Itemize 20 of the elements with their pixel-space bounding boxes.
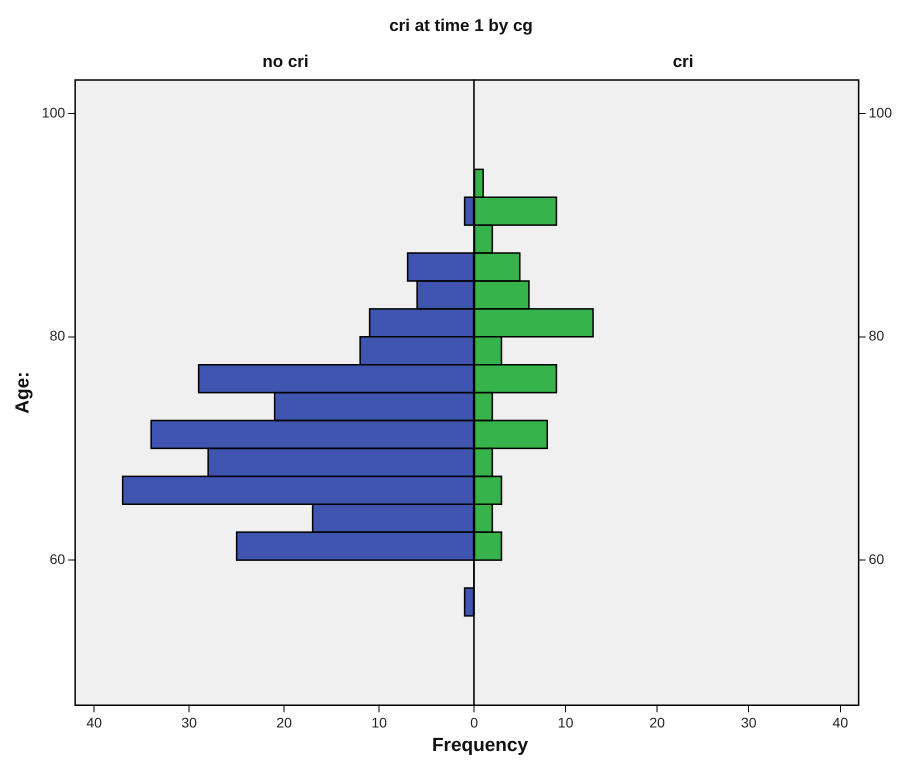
y-tick-label: 60 <box>50 550 66 567</box>
x-tick-label: 10 <box>558 714 574 730</box>
x-tick-label: 40 <box>86 714 102 730</box>
x-tick-label: 20 <box>276 714 292 730</box>
y-tick-label: 60 <box>868 550 885 567</box>
y-tick-label: 100 <box>868 104 892 120</box>
y-tick-label: 80 <box>868 328 885 344</box>
chart-subtitle: cri <box>672 52 694 72</box>
x-tick-label: 40 <box>832 714 848 730</box>
x-tick-label: 20 <box>649 714 666 730</box>
y-axis-title: Age: <box>12 371 34 414</box>
y-tick-label: 80 <box>50 328 66 344</box>
x-axis-title: Frequency <box>430 735 530 757</box>
chart-subtitle: no cri <box>261 52 310 72</box>
x-tick-label: 30 <box>741 714 757 730</box>
x-tick-label: 0 <box>470 714 478 730</box>
chart-title: cri at time 1 by cg <box>388 16 534 36</box>
y-tick-label: 100 <box>42 104 66 120</box>
x-tick-label: 10 <box>371 714 388 730</box>
x-tick-label: 30 <box>181 714 198 730</box>
